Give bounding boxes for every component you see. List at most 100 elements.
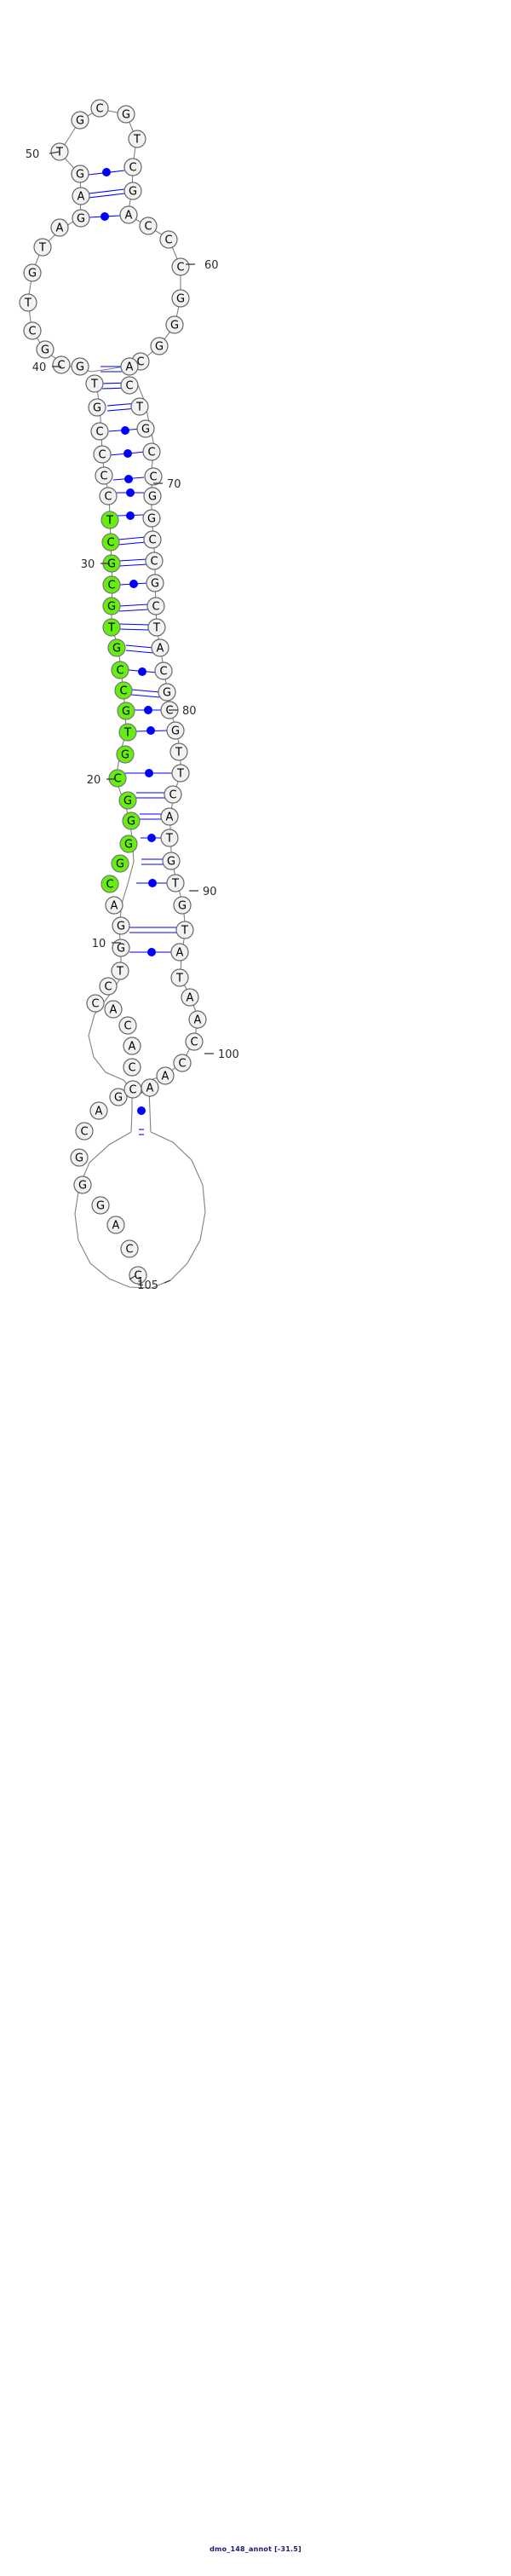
position-label-80-text: 80 xyxy=(182,705,197,718)
nucleotide-88: G xyxy=(166,721,185,740)
nucleotide-base-letter: C xyxy=(95,103,103,116)
nucleotide-11: C xyxy=(123,1058,141,1077)
nucleotide-base-letter: A xyxy=(112,1220,120,1233)
nucleotide-circle xyxy=(166,874,185,892)
nucleotide-circle xyxy=(147,618,166,637)
nucleotide-79: C xyxy=(143,530,162,549)
nucleotide-circle xyxy=(129,1266,147,1285)
nucleotide-base-letter: G xyxy=(178,900,187,913)
basepair-wc xyxy=(118,609,149,612)
nucleotide-base-letter: A xyxy=(126,361,134,374)
nucleotide-75: C xyxy=(142,442,161,461)
nucleotide-circle xyxy=(185,1032,204,1051)
basepair-dot xyxy=(123,449,132,458)
nucleotide-circle xyxy=(146,597,165,615)
nucleotide-base-letter: G xyxy=(171,725,180,738)
nucleotide-circle xyxy=(162,852,181,870)
nucleotide-base-letter: G xyxy=(107,558,116,571)
nucleotide-49: T xyxy=(19,293,37,312)
nucleotide-base-letter: C xyxy=(106,537,114,550)
nucleotide-circle xyxy=(166,721,185,740)
nucleotide-base-letter: G xyxy=(155,341,164,354)
nucleotide-base-letter: G xyxy=(129,186,137,199)
nucleotide-base-letter: A xyxy=(95,1106,103,1118)
nucleotide-base-letter: G xyxy=(122,706,130,719)
nucleotide-77: G xyxy=(143,487,162,505)
position-label-10: 10 xyxy=(92,938,121,950)
nucleotide-base-letter: C xyxy=(136,356,144,369)
nucleotide-circle xyxy=(171,289,190,308)
nucleotide-circle xyxy=(99,977,118,996)
nucleotide-circle xyxy=(150,337,169,355)
nucleotide-circle xyxy=(158,683,176,702)
nucleotide-40: C xyxy=(95,466,113,485)
nucleotide-10: C xyxy=(123,1080,142,1099)
nucleotide-8: A xyxy=(89,1101,108,1120)
nucleotide-29: G xyxy=(117,702,135,720)
nucleotide-base-letter: T xyxy=(116,966,123,979)
nucleotide-base-letter: A xyxy=(187,992,194,1005)
nucleotide-48: C xyxy=(23,321,42,340)
nucleotide-65: C xyxy=(159,230,178,249)
nucleotide-90: T xyxy=(171,764,190,783)
basepair-wc xyxy=(118,623,150,626)
nucleotide-66: C xyxy=(171,257,190,276)
basepair-dot xyxy=(145,769,153,777)
nucleotide-61: C xyxy=(123,158,142,176)
position-label-40-text: 40 xyxy=(32,361,47,374)
nucleotide-circle xyxy=(88,398,106,417)
nucleotide-circle xyxy=(90,99,109,118)
nucleotide-circle xyxy=(108,769,127,788)
nucleotide-circle xyxy=(145,552,164,570)
nucleotide-base-letter: G xyxy=(76,115,84,128)
nucleotide-base-letter: T xyxy=(135,401,143,414)
nucleotide-base-letter: T xyxy=(90,378,98,391)
basepair-wc xyxy=(125,644,154,649)
basepair-dot xyxy=(126,511,135,520)
nucleotide-13: C xyxy=(118,1016,137,1035)
nucleotide-base-letter: T xyxy=(38,242,46,255)
nucleotide-base-letter: G xyxy=(122,109,130,122)
nucleotide-76: C xyxy=(144,467,163,486)
nucleotide-circle xyxy=(142,442,161,461)
nucleotide-53: G xyxy=(72,209,90,228)
nucleotide-base-letter: C xyxy=(128,1062,135,1075)
nucleotide-base-letter: G xyxy=(107,601,116,614)
nucleotide-54: A xyxy=(72,187,90,205)
nucleotide-circle xyxy=(119,835,138,853)
position-label-80: 80 xyxy=(169,705,197,718)
nucleotide-base-letter: T xyxy=(106,515,113,528)
nucleotide-base-letter: G xyxy=(112,643,121,656)
nucleotide-circle xyxy=(123,1058,141,1077)
basepair-wc xyxy=(118,541,146,546)
nucleotide-base-letter: G xyxy=(170,320,179,332)
nucleotide-circle xyxy=(117,105,135,124)
nucleotide-68: G xyxy=(165,315,184,334)
position-label-105-text: 105 xyxy=(137,1279,158,1292)
nucleotide-37: C xyxy=(101,533,120,552)
nucleotide-96: G xyxy=(173,896,192,915)
backbone-group xyxy=(27,108,206,1289)
nucleotide-100: A xyxy=(181,988,199,1007)
nucleotide-83: T xyxy=(147,618,166,637)
position-label-60-text: 60 xyxy=(204,259,219,272)
nucleotide-38: T xyxy=(100,511,119,529)
nucleotide-42: C xyxy=(90,422,109,441)
nucleotide-25: G xyxy=(118,791,137,810)
nucleotide-circle xyxy=(173,896,192,915)
nucleotide-circle xyxy=(123,1037,141,1055)
nucleotide-circle xyxy=(107,638,126,657)
nucleotide-circle xyxy=(91,1196,110,1215)
nucleotide-15: C xyxy=(86,994,105,1013)
nucleotide-82: C xyxy=(146,597,165,615)
nucleotide-41: C xyxy=(93,445,112,464)
nucleotide-51: T xyxy=(33,238,52,257)
nucleotide-97: T xyxy=(175,921,194,939)
nucleotide-base-letter: C xyxy=(165,705,173,718)
nucleotide-circle xyxy=(170,943,189,962)
nucleotide-circle xyxy=(99,487,118,505)
nucleotide-base-letter: C xyxy=(164,234,172,247)
nucleotide-base-letter: A xyxy=(166,811,174,824)
nucleotide-circle xyxy=(165,315,184,334)
basepair-dot xyxy=(144,706,152,714)
